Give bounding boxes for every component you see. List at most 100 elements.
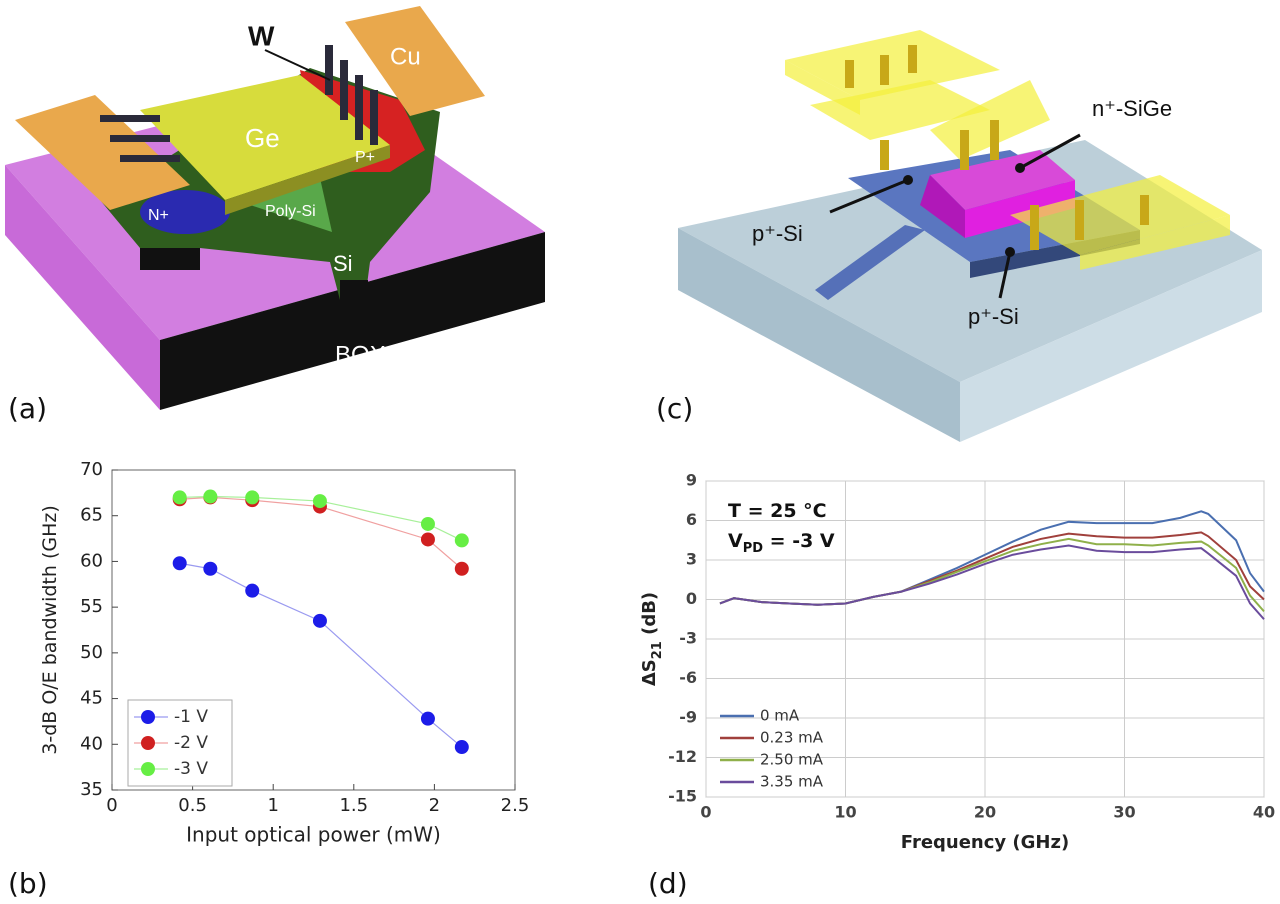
y-tick-label: 0 [686, 589, 697, 608]
legend-label: -1 V [174, 707, 208, 727]
vias [845, 45, 1149, 250]
label: p⁺-Si [752, 221, 803, 246]
annotation: VPD = -3 V [728, 530, 835, 557]
panel-label: (c) [656, 392, 693, 425]
diagram-a: W Cu Ge P+ N+ Poly-Si Si BOX [5, 6, 545, 410]
box-front [160, 232, 545, 410]
cu-pad-right [345, 6, 485, 116]
y-tick-label: 60 [80, 550, 103, 571]
ge-block [140, 75, 390, 200]
ge-side [225, 145, 390, 215]
x-tick-label: 30 [1113, 803, 1135, 822]
label: Cu [390, 43, 421, 70]
y-axis-label-part: (dB) [639, 592, 660, 641]
x-tick-label: 1.5 [339, 795, 368, 816]
marker [420, 532, 435, 547]
y-tick-label: 70 [80, 459, 103, 480]
x-tick-label: 2.5 [501, 795, 530, 816]
marker [203, 489, 218, 504]
legend-label: 2.50 mA [760, 751, 824, 769]
panel-label: (b) [8, 867, 48, 900]
si-tip [340, 280, 368, 305]
legend-label: 0.23 mA [760, 729, 824, 747]
legend-label: 0 mA [760, 707, 800, 725]
marker [245, 490, 260, 505]
label: BOX [335, 341, 386, 368]
marker [172, 490, 187, 505]
sige-left [920, 175, 965, 238]
legend-label: -2 V [174, 733, 208, 753]
si-side [140, 248, 200, 270]
marker [312, 494, 327, 509]
y-tick-label: 65 [80, 505, 103, 526]
marker [172, 556, 187, 571]
y-axis-label-part: 3-dB O/E bandwidth (GHz) [39, 505, 61, 755]
diagram-c: n⁺-SiGe p⁺-Si p⁺-Si [678, 30, 1262, 442]
y-tick-label: 45 [80, 688, 103, 709]
annotation-part: V [728, 530, 743, 552]
legend-marker [141, 736, 155, 750]
cu-pad-left [15, 95, 190, 210]
marker [454, 533, 469, 548]
legend-label: 3.35 mA [760, 773, 824, 791]
annotation-part: PD [743, 541, 764, 556]
y-tick-label: 6 [686, 510, 697, 529]
legend-marker [141, 762, 155, 776]
x-tick-label: 0.5 [178, 795, 207, 816]
label: P+ [355, 149, 375, 166]
marker [454, 740, 469, 755]
marker [420, 711, 435, 726]
box-left [5, 165, 160, 410]
y-tick-label: 9 [686, 471, 697, 490]
leader [829, 178, 909, 214]
marker [203, 561, 218, 576]
legend-marker [141, 710, 155, 724]
marker [245, 583, 260, 598]
marker [454, 561, 469, 576]
x-axis-label: Input optical power (mW) [186, 823, 441, 847]
y-axis-label-part: ΔS [639, 659, 660, 686]
y-tick-label: 35 [80, 779, 103, 800]
y-axis-label: 3-dB O/E bandwidth (GHz) [39, 505, 61, 755]
x-axis-label: Frequency (GHz) [901, 832, 1069, 853]
series-line [719, 544, 1265, 620]
annotation: T = 25 °C [728, 500, 827, 522]
metal-pads [785, 30, 1230, 270]
substrate-left [678, 228, 960, 442]
x-tick-label: 20 [974, 803, 996, 822]
y-tick-label: 55 [80, 596, 103, 617]
y-tick-label: -6 [679, 668, 697, 687]
label: Poly-Si [265, 203, 316, 220]
panel-label: (a) [8, 392, 47, 425]
leader [998, 251, 1012, 299]
y-tick-label: 40 [80, 733, 103, 754]
sige-front [965, 180, 1075, 238]
y-tick-label: -9 [679, 708, 697, 727]
label: n⁺-SiGe [1092, 96, 1172, 121]
waveguide [815, 225, 925, 300]
label: W [248, 20, 275, 51]
legend-label: -3 V [174, 759, 208, 779]
annotation-part: T = 25 °C [728, 500, 827, 522]
x-tick-label: 1 [267, 795, 278, 816]
x-tick-label: 40 [1253, 803, 1275, 822]
label: p⁺-Si [968, 304, 1019, 329]
label: Ge [245, 123, 280, 153]
label: Si [333, 251, 353, 276]
w-leader [264, 49, 331, 81]
annotation-part: = -3 V [763, 530, 835, 552]
leader [1019, 133, 1081, 170]
y-tick-label: -3 [679, 629, 697, 648]
leader-dot [1005, 247, 1015, 257]
marker [420, 516, 435, 531]
x-tick-label: 0 [106, 795, 117, 816]
marker [312, 613, 327, 628]
x-tick-label: 10 [834, 803, 856, 822]
leader-dot [1015, 163, 1025, 173]
y-tick-label: -12 [668, 747, 697, 766]
substrate-front [960, 250, 1262, 442]
y-tick-label: -15 [668, 787, 697, 806]
y-axis-label: ΔS21 (dB) [639, 592, 665, 686]
label: N+ [148, 207, 169, 224]
